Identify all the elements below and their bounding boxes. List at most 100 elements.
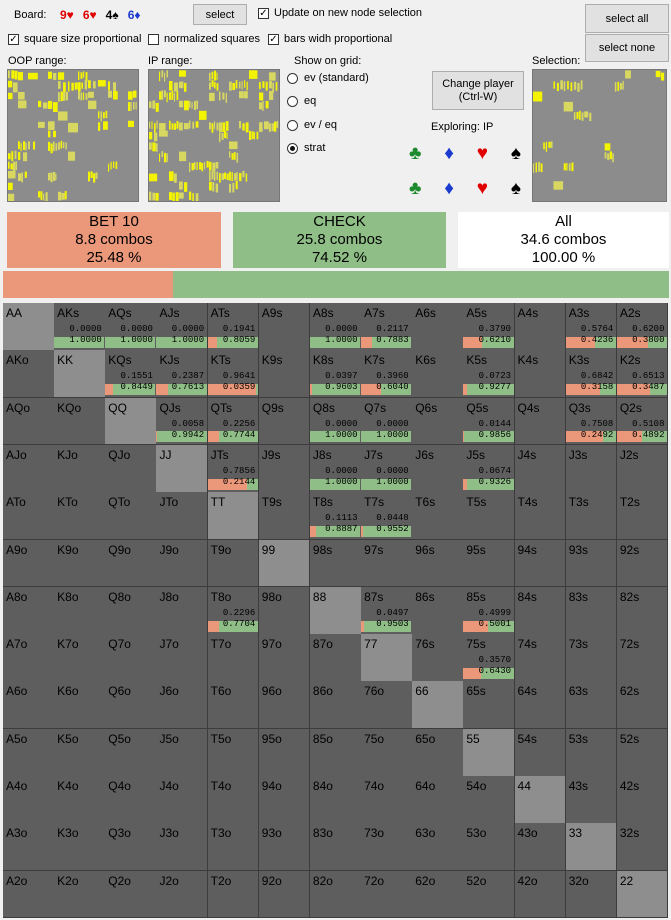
hand-cell-KTo[interactable]: KTo	[54, 492, 106, 541]
hand-cell-52o[interactable]: 52o	[463, 870, 516, 919]
normalized-checkbox[interactable]: normalized squares	[148, 33, 260, 45]
hand-cell-63s[interactable]: 63s	[565, 681, 618, 730]
hand-cell-A2o[interactable]: A2o	[3, 870, 55, 919]
hand-cell-54s[interactable]: 54s	[514, 728, 567, 777]
hand-cell-A6o[interactable]: A6o	[3, 681, 55, 730]
hand-cell-JJ[interactable]: JJ	[156, 444, 209, 493]
hand-cell-73o[interactable]: 73o	[361, 823, 413, 872]
check-summary[interactable]: CHECK 25.8 combos 74.52 %	[233, 212, 446, 268]
hand-cell-84s[interactable]: 84s	[514, 586, 567, 635]
show-ev-standard-radio[interactable]: ev (standard)	[287, 72, 369, 84]
diamond-icon[interactable]: ♦	[444, 143, 454, 164]
hand-cell-83o[interactable]: 83o	[309, 823, 362, 872]
hand-cell-AQo[interactable]: AQo	[3, 397, 55, 446]
hand-cell-85o[interactable]: 85o	[309, 728, 362, 777]
hand-cell-T9o[interactable]: T9o	[207, 539, 260, 588]
hand-cell-87o[interactable]: 87o	[309, 634, 362, 682]
hand-cell-TT[interactable]: TT	[207, 492, 260, 541]
hand-cell-53o[interactable]: 53o	[463, 823, 516, 872]
hand-cell-66[interactable]: 66	[412, 681, 464, 730]
hand-cell-Q5o[interactable]: Q5o	[105, 728, 157, 777]
hand-cell-Q9o[interactable]: Q9o	[105, 539, 157, 588]
hand-cell-43s[interactable]: 43s	[565, 776, 618, 824]
hand-cell-T7s[interactable]: T7s 0.0448 0.9552	[361, 492, 413, 541]
hand-cell-A2s[interactable]: A2s 0.6200 0.3800	[616, 303, 669, 351]
hand-cell-75s[interactable]: 75s 0.3570 0.6430	[463, 634, 516, 682]
hand-cell-Q3o[interactable]: Q3o	[105, 823, 157, 872]
hand-cell-Q3s[interactable]: Q3s 0.7508 0.2492	[565, 397, 618, 446]
hand-cell-T6s[interactable]: T6s	[412, 492, 464, 541]
hand-cell-Q4s[interactable]: Q4s	[514, 397, 567, 446]
hand-cell-K7s[interactable]: K7s 0.3960 0.6040	[361, 350, 413, 399]
hand-cell-94o[interactable]: 94o	[258, 776, 311, 824]
hand-cell-K5o[interactable]: K5o	[54, 728, 106, 777]
hand-cell-Q9s[interactable]: Q9s	[258, 397, 311, 446]
hand-cell-J5o[interactable]: J5o	[156, 728, 209, 777]
hand-cell-J8o[interactable]: J8o	[156, 586, 209, 635]
hand-cell-65o[interactable]: 65o	[412, 728, 464, 777]
club-icon[interactable]: ♣	[409, 143, 422, 164]
hand-cell-J5s[interactable]: J5s 0.0674 0.9326	[463, 444, 516, 493]
hand-cell-K2o[interactable]: K2o	[54, 870, 106, 919]
hand-cell-A9s[interactable]: A9s	[258, 303, 311, 351]
hand-cell-Q5s[interactable]: Q5s 0.0144 0.9856	[463, 397, 516, 446]
hand-cell-32o[interactable]: 32o	[565, 870, 618, 919]
hand-cell-94s[interactable]: 94s	[514, 539, 567, 588]
hand-cell-A9o[interactable]: A9o	[3, 539, 55, 588]
hand-cell-85s[interactable]: 85s 0.4999 0.5001	[463, 586, 516, 635]
select-none-button[interactable]: select none	[585, 34, 669, 62]
hand-cell-76o[interactable]: 76o	[361, 681, 413, 730]
hand-cell-KJo[interactable]: KJo	[54, 444, 106, 493]
hand-cell-K5s[interactable]: K5s 0.0723 0.9277	[463, 350, 516, 399]
hand-cell-65s[interactable]: 65s	[463, 681, 516, 730]
hand-cell-63o[interactable]: 63o	[412, 823, 464, 872]
heart-icon[interactable]: ♥	[476, 143, 489, 164]
hand-cell-86o[interactable]: 86o	[309, 681, 362, 730]
bars-width-checkbox[interactable]: ✓ bars widh proportional	[268, 33, 392, 45]
hand-cell-A8o[interactable]: A8o	[3, 586, 55, 635]
hand-cell-KTs[interactable]: KTs 0.9641 0.0359	[207, 350, 260, 399]
hand-cell-A4s[interactable]: A4s	[514, 303, 567, 351]
hand-cell-22[interactable]: 22	[616, 870, 669, 919]
hand-cell-92s[interactable]: 92s	[616, 539, 669, 588]
hand-cell-97o[interactable]: 97o	[258, 634, 311, 682]
show-eq-radio[interactable]: eq	[287, 95, 316, 107]
hand-cell-42o[interactable]: 42o	[514, 870, 567, 919]
hand-cell-83s[interactable]: 83s	[565, 586, 618, 635]
hand-cell-96s[interactable]: 96s	[412, 539, 464, 588]
hand-cell-K8s[interactable]: K8s 0.0397 0.9603	[309, 350, 362, 399]
spade-icon[interactable]: ♠	[510, 143, 521, 164]
hand-cell-K7o[interactable]: K7o	[54, 634, 106, 682]
club-icon[interactable]: ♣	[409, 178, 422, 199]
hand-cell-K9s[interactable]: K9s	[258, 350, 311, 399]
hand-cell-KQo[interactable]: KQo	[54, 397, 106, 446]
hand-cell-AQs[interactable]: AQs 0.0000 1.0000	[105, 303, 157, 351]
hand-cell-JTs[interactable]: JTs 0.7856 0.2144	[207, 444, 260, 493]
selection-grid[interactable]	[532, 69, 667, 202]
update-on-node-checkbox[interactable]: ✓ Update on new node selection	[258, 7, 422, 19]
hand-cell-J6o[interactable]: J6o	[156, 681, 209, 730]
hand-cell-AA[interactable]: AA	[3, 303, 55, 351]
hand-cell-95s[interactable]: 95s	[463, 539, 516, 588]
hand-cell-K3o[interactable]: K3o	[54, 823, 106, 872]
hand-cell-QJo[interactable]: QJo	[105, 444, 157, 493]
square-size-checkbox[interactable]: ✓ square size proportional	[8, 33, 141, 45]
hand-cell-A3s[interactable]: A3s 0.5764 0.4236	[565, 303, 618, 351]
hand-cell-82s[interactable]: 82s	[616, 586, 669, 635]
hand-cell-A8s[interactable]: A8s 0.0000 1.0000	[309, 303, 362, 351]
hand-cell-J6s[interactable]: J6s	[412, 444, 464, 493]
hand-cell-QTs[interactable]: QTs 0.2256 0.7744	[207, 397, 260, 446]
hand-cell-K3s[interactable]: K3s 0.6842 0.3158	[565, 350, 618, 399]
ip-range-grid[interactable]	[148, 69, 280, 202]
hand-cell-K8o[interactable]: K8o	[54, 586, 106, 635]
hand-cell-53s[interactable]: 53s	[565, 728, 618, 777]
hand-cell-AKs[interactable]: AKs 0.0000 1.0000	[54, 303, 106, 351]
hand-cell-J2o[interactable]: J2o	[156, 870, 209, 919]
hand-cell-T7o[interactable]: T7o	[207, 634, 260, 682]
board-select-button[interactable]: select	[193, 4, 247, 25]
hand-cell-75o[interactable]: 75o	[361, 728, 413, 777]
hand-cell-K6s[interactable]: K6s	[412, 350, 464, 399]
hand-cell-QJs[interactable]: QJs 0.0058 0.9942	[156, 397, 209, 446]
hand-cell-43o[interactable]: 43o	[514, 823, 567, 872]
hand-cell-88[interactable]: 88	[309, 586, 362, 635]
